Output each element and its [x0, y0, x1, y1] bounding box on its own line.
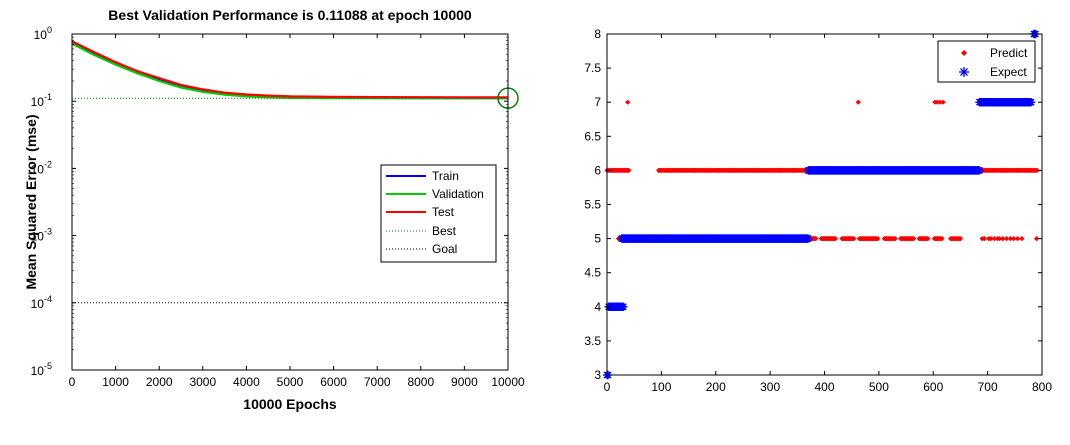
y-tick-label-2: 3 — [594, 368, 601, 382]
series-lines — [71, 34, 519, 370]
x-tick-label-2: 200 — [706, 380, 726, 394]
x-tick-label-2: 0 — [604, 380, 611, 394]
predict-point — [813, 236, 819, 242]
y-tick-label-2: 8 — [594, 27, 601, 41]
y-tick-label: 100 — [34, 25, 52, 42]
legend: Train Validation Test Best Goal — [380, 164, 497, 263]
y-tick-label-2: 7.5 — [584, 61, 601, 75]
predict-point — [925, 236, 931, 242]
y-tick-label-2: 5 — [594, 232, 601, 246]
predict-point — [981, 236, 987, 242]
legend-test-label: Test — [432, 205, 455, 219]
plot-frame — [71, 33, 509, 371]
x-tick-label: 9000 — [451, 375, 478, 389]
predict-point — [1019, 236, 1025, 242]
legend-2: Predict Expect — [937, 40, 1036, 83]
predict-point — [939, 236, 945, 242]
y-tick-label-2: 4.5 — [584, 266, 601, 280]
y-tick-label: 10-4 — [31, 294, 52, 311]
x-tick-label-2: 100 — [651, 380, 671, 394]
y-tick-label: 10-5 — [31, 361, 52, 378]
predict-point — [851, 236, 857, 242]
predict-point — [892, 236, 898, 242]
plot-frame-2 — [606, 33, 1043, 376]
series-test-line — [71, 40, 508, 99]
legend-predict-label: Predict — [990, 46, 1028, 60]
legend-box-2 — [937, 40, 1036, 83]
predict-point — [625, 99, 631, 105]
predict-point — [1014, 236, 1021, 242]
x-tick-label: 4000 — [233, 375, 260, 389]
predict-point — [1011, 236, 1017, 242]
predict-point — [1000, 236, 1006, 242]
expect-point — [1026, 98, 1036, 107]
y-tick-label: 10-1 — [31, 92, 52, 109]
prediction-chart: 0 100 200 300 400 500 600 700 800 3 3.5 4 4.5 5 5.5 6 6.… — [584, 27, 1052, 394]
x-tick-label-2: 800 — [1032, 380, 1052, 394]
legend-best-label: Best — [432, 224, 457, 238]
predict-point — [626, 167, 632, 173]
predict-point — [940, 99, 946, 105]
x-tick-label-2: 500 — [869, 380, 889, 394]
predict-point — [832, 236, 838, 242]
x-tick-label-2: 400 — [814, 380, 834, 394]
y-tick-label-2: 6.5 — [584, 129, 601, 143]
x-tick-label: 3000 — [189, 375, 216, 389]
y-tick-label: 10-2 — [31, 159, 52, 176]
predict-point — [1034, 167, 1040, 173]
x-tick-label: 0 — [69, 375, 76, 389]
y-tick-label-2: 7 — [594, 95, 601, 109]
expect-point — [803, 234, 813, 243]
chart-title: Best Validation Performance is 0.11088 a… — [108, 7, 472, 23]
legend-expect-label: Expect — [990, 65, 1027, 79]
legend-predict-swatch — [961, 50, 967, 56]
legend-box — [380, 164, 497, 263]
expect-point — [619, 302, 628, 311]
plot-area-2 — [607, 34, 1042, 375]
x-tick-label: 6000 — [320, 375, 347, 389]
legend-expect-swatch — [959, 67, 969, 77]
x-tick-label: 2000 — [146, 375, 173, 389]
x-axis-label: 10000 Epochs — [243, 396, 337, 412]
expect-point — [975, 166, 984, 175]
y-tick-label: 10-3 — [31, 227, 52, 244]
predict-point — [996, 236, 1003, 242]
x-tick-label-2: 300 — [760, 380, 780, 394]
x-tick-label: 5000 — [277, 375, 304, 389]
y-tick-label-2: 3.5 — [584, 334, 601, 348]
x-tick-label-2: 700 — [978, 380, 998, 394]
predict-point — [957, 236, 964, 242]
predict-point — [1007, 236, 1014, 242]
x-tick-label-2: 600 — [923, 380, 943, 394]
predict-point — [855, 99, 861, 105]
x-tick-label: 7000 — [364, 375, 391, 389]
axis-ticks: 0 1000 2000 3000 4000 5000 6000 7000 8000 9000 100… — [31, 25, 525, 389]
y-tick-label-2: 5.5 — [584, 198, 601, 212]
predict-point — [1004, 236, 1010, 242]
y-tick-label-2: 4 — [594, 300, 601, 314]
x-tick-label: 1000 — [102, 375, 129, 389]
x-tick-label: 8000 — [407, 375, 434, 389]
x-tick-label: 10000 — [491, 375, 525, 389]
y-axis-label: Mean Squared Error (mse) — [23, 114, 39, 289]
y-tick-label-2: 6 — [594, 163, 601, 177]
predict-point — [991, 236, 997, 242]
legend-train-label: Train — [432, 169, 459, 183]
legend-goal-label: Goal — [432, 242, 457, 256]
predict-point — [911, 236, 917, 242]
performance-chart: Best Validation Performance is 0.11088 a… — [23, 7, 525, 412]
predict-point — [1033, 236, 1040, 242]
predict-point — [937, 99, 943, 105]
predict-point — [988, 236, 994, 242]
scatter-points — [602, 29, 1040, 380]
axis-ticks-2: 0 100 200 300 400 500 600 700 800 3 3.5 4 4.5 5 5.5 6 6.… — [584, 27, 1052, 394]
predict-point — [875, 236, 881, 242]
legend-validation-label: Validation — [432, 187, 484, 201]
predict-point — [934, 99, 940, 105]
